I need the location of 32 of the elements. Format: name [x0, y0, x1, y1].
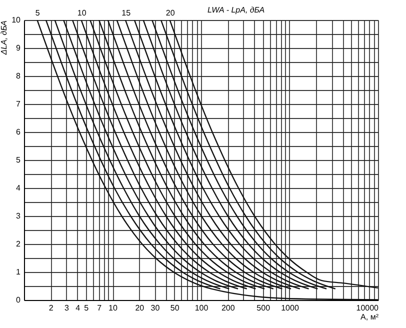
x-tick-label: 7	[97, 304, 102, 312]
y-tick-label: 6	[16, 128, 22, 136]
y-tick-label: 8	[16, 72, 22, 80]
x2-tick-label: 10	[77, 8, 87, 18]
y-tick-label: 4	[16, 184, 22, 192]
x-tick-label: 1000	[281, 304, 300, 312]
y-tick-label: 1	[16, 268, 22, 276]
y-tick-label: 7	[16, 100, 22, 108]
x-tick-label: 5	[84, 304, 90, 312]
x2-tick-label: 20	[166, 8, 176, 18]
x2-tick-label: 15	[122, 8, 132, 18]
x-tick-label: 500	[256, 304, 271, 312]
x-tick-label: 3	[64, 304, 70, 312]
x-axis-title: A, м²	[360, 312, 379, 322]
y-tick-label: 3	[16, 212, 22, 220]
y-tick-label: 5	[16, 156, 22, 164]
x2-tick-label: 5	[35, 8, 40, 18]
x-tick-label: 30	[150, 304, 160, 312]
x-tick-label: 100	[194, 304, 209, 312]
x-tick-label: 4	[76, 304, 81, 312]
x-tick-label: 200	[221, 304, 236, 312]
x-tick-label: 20	[135, 304, 145, 312]
x-tick-label: 50	[170, 304, 180, 312]
y-tick-label: 10	[12, 16, 22, 24]
y-tick-label: 2	[16, 240, 22, 248]
x-tick-label: 10	[108, 304, 118, 312]
x-tick-label: 2	[48, 304, 54, 312]
y-tick-label: 9	[16, 44, 22, 52]
x-tick-label: 10000	[356, 304, 380, 312]
y-tick-label: 0	[16, 296, 22, 304]
y-axis-title: ΔLA, дБА	[0, 20, 9, 56]
x2-axis-title: LWA - LpA, дБА	[208, 6, 265, 14]
